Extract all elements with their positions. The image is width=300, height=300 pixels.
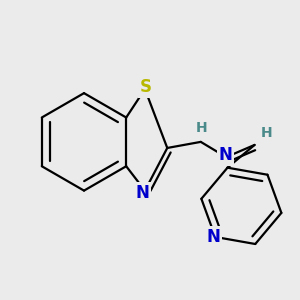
Text: S: S [140,78,152,96]
Text: H: H [261,126,273,140]
Text: N: N [206,228,220,246]
Text: H: H [196,121,208,135]
Text: N: N [136,184,150,202]
Text: N: N [218,146,232,164]
